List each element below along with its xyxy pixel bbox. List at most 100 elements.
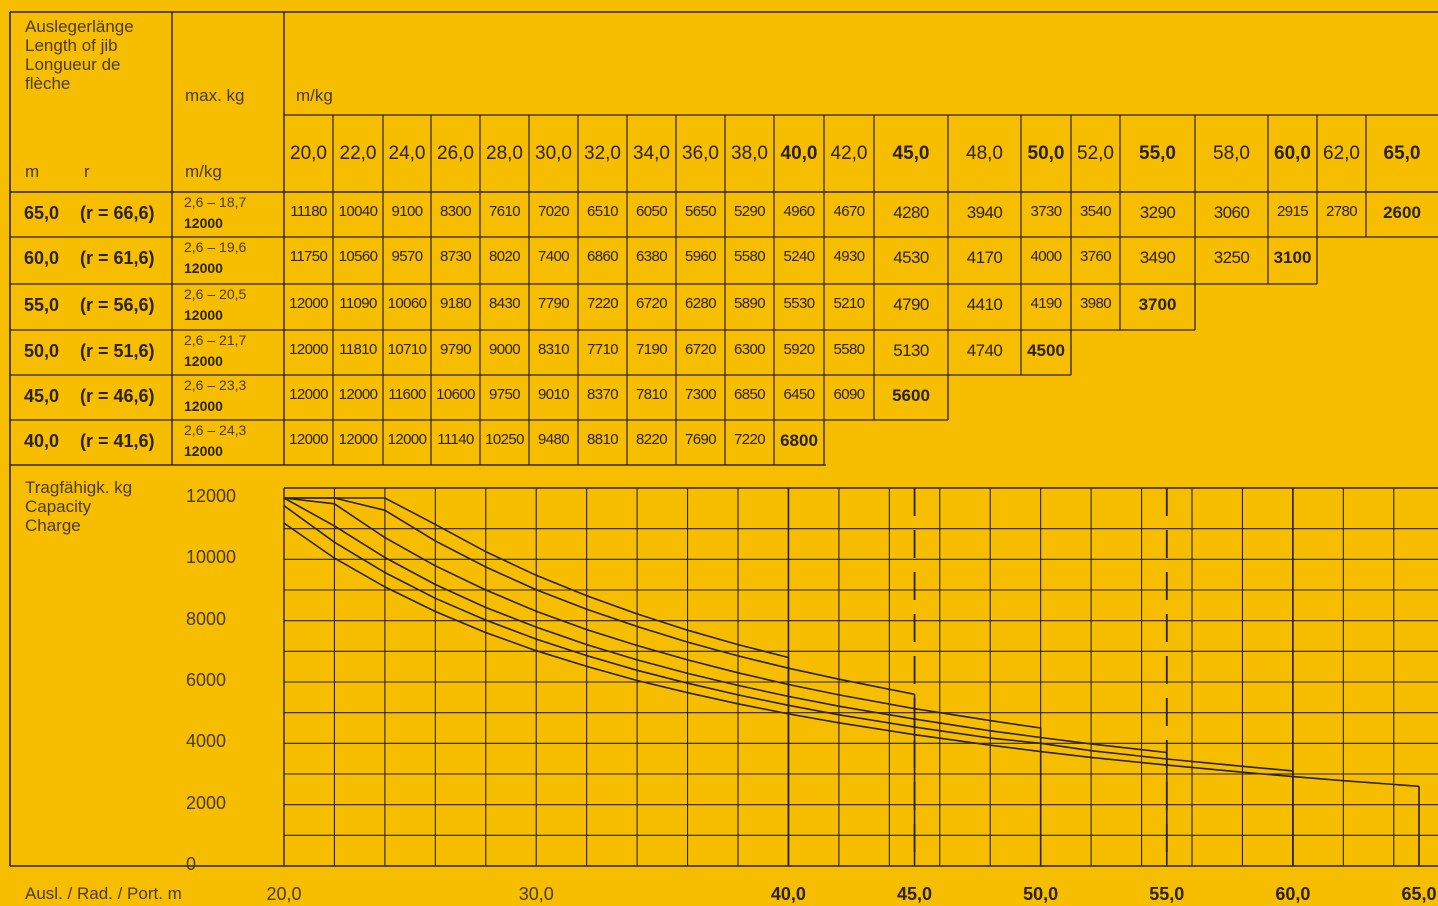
capacity-cell: 2915 — [1277, 203, 1309, 220]
x-tick-label: 40,0 — [770, 884, 806, 904]
capacity-cell: 5960 — [685, 248, 717, 265]
capacity-cell: 11180 — [290, 203, 327, 220]
radius-header: 38,0 — [731, 143, 768, 164]
jib-radius-value: (r = 61,6) — [80, 248, 155, 268]
max-capacity-value: 12000 — [184, 307, 223, 323]
capacity-label-line: Capacity — [25, 497, 92, 516]
jib-length-value: 55,0 — [24, 295, 60, 315]
capacity-cell: 11600 — [388, 386, 426, 403]
unit-mkg-label: m/kg — [185, 162, 222, 181]
radius-header: 20,0 — [290, 143, 327, 164]
radius-header: 30,0 — [535, 143, 572, 164]
capacity-cell: 3940 — [966, 203, 1003, 222]
capacity-cell: 6380 — [636, 248, 668, 265]
radius-header: 55,0 — [1139, 143, 1176, 164]
capacity-label-line: Charge — [25, 516, 81, 535]
capacity-cell: 3250 — [1213, 248, 1250, 267]
radius-header: 52,0 — [1077, 143, 1114, 164]
x-tick-label: 50,0 — [1023, 884, 1059, 904]
y-tick-label: 4000 — [186, 731, 227, 752]
capacity-cell: 7400 — [538, 248, 570, 265]
capacity-cell: 5600 — [892, 386, 930, 405]
capacity-cell: 6720 — [685, 341, 717, 358]
max-range-value: 2,6 – 23,3 — [184, 377, 247, 393]
x-tick-label: 45,0 — [897, 884, 933, 904]
max-capacity-value: 12000 — [184, 353, 223, 369]
load-curve-jib-60-0 — [283, 505, 1293, 772]
unit-r-label: r — [84, 162, 90, 181]
capacity-cell: 4670 — [833, 203, 866, 220]
mkg-header-label: m/kg — [296, 86, 333, 105]
capacity-cell: 9480 — [538, 431, 570, 448]
x-tick-label: 30,0 — [518, 884, 554, 904]
capacity-cell: 5650 — [685, 203, 717, 220]
x-tick-label: 20,0 — [266, 884, 302, 904]
radius-header: 62,0 — [1323, 143, 1360, 164]
y-tick-label: 2000 — [186, 792, 227, 813]
jib-label-line: Longueur de — [25, 55, 121, 74]
radius-header: 28,0 — [486, 143, 523, 164]
capacity-cell: 4960 — [783, 203, 816, 220]
load-curve-jib-65-0 — [283, 522, 1420, 788]
max-capacity-value: 12000 — [184, 215, 223, 231]
radius-header: 42,0 — [830, 143, 868, 164]
radius-header: 48,0 — [966, 143, 1003, 164]
capacity-cell: 3490 — [1139, 248, 1176, 267]
capacity-cell: 6800 — [780, 431, 818, 450]
capacity-cell: 8300 — [440, 203, 472, 220]
capacity-cell: 3980 — [1080, 295, 1112, 312]
capacity-cell: 11140 — [437, 431, 474, 448]
y-tick-label: 6000 — [186, 670, 227, 690]
radius-header: 40,0 — [780, 143, 818, 164]
jib-length-value: 45,0 — [24, 386, 60, 406]
capacity-cell: 8430 — [489, 295, 521, 312]
capacity-cell: 9010 — [538, 386, 570, 403]
capacity-cell: 6280 — [685, 295, 717, 312]
capacity-cell: 8310 — [538, 341, 570, 358]
capacity-cell: 7220 — [734, 431, 766, 448]
x-axis-label: Ausl. / Rad. / Port. m — [25, 884, 182, 903]
capacity-cell: 3290 — [1139, 203, 1176, 222]
capacity-cell: 6450 — [783, 386, 816, 403]
radius-header: 50,0 — [1027, 143, 1065, 164]
capacity-cell: 7220 — [587, 295, 619, 312]
jib-length-value: 50,0 — [24, 341, 60, 361]
capacity-cell: 5580 — [734, 248, 766, 265]
capacity-cell: 6510 — [587, 203, 619, 220]
capacity-cell: 6850 — [734, 386, 766, 403]
capacity-cell: 9000 — [489, 341, 521, 358]
x-tick-label: 60,0 — [1275, 884, 1311, 904]
jib-radius-value: (r = 51,6) — [80, 341, 155, 361]
load-curve-jib-55-0 — [283, 497, 1167, 754]
capacity-cell: 7810 — [636, 386, 668, 403]
radius-header: 58,0 — [1213, 143, 1250, 164]
capacity-cell: 4530 — [893, 248, 929, 267]
capacity-cell: 10600 — [436, 386, 475, 403]
radius-header: 45,0 — [892, 143, 930, 164]
capacity-cell: 5290 — [734, 203, 766, 220]
radius-header: 32,0 — [584, 143, 621, 164]
capacity-cell: 10560 — [338, 248, 378, 265]
capacity-cell: 4410 — [966, 295, 1003, 314]
y-tick-label: 10000 — [186, 547, 237, 568]
capacity-cell: 5920 — [783, 341, 816, 358]
max-range-value: 2,6 – 19,6 — [184, 239, 247, 255]
capacity-cell: 4930 — [833, 248, 866, 265]
jib-radius-value: (r = 41,6) — [80, 431, 155, 451]
capacity-cell: 10040 — [338, 203, 378, 220]
capacity-cell: 6720 — [636, 295, 668, 312]
capacity-cell: 12000 — [289, 295, 328, 312]
jib-length-value: 65,0 — [24, 203, 60, 223]
capacity-cell: 6050 — [636, 203, 668, 220]
capacity-cell: 4280 — [893, 203, 929, 222]
radius-header: 65,0 — [1383, 143, 1421, 164]
max-capacity-value: 12000 — [184, 443, 223, 459]
capacity-cell: 5210 — [833, 295, 866, 312]
radius-header: 60,0 — [1274, 143, 1311, 164]
capacity-cell: 6300 — [734, 341, 766, 358]
capacity-cell: 12000 — [289, 386, 328, 403]
capacity-cell: 7610 — [489, 203, 521, 220]
capacity-cell: 11810 — [339, 341, 377, 358]
